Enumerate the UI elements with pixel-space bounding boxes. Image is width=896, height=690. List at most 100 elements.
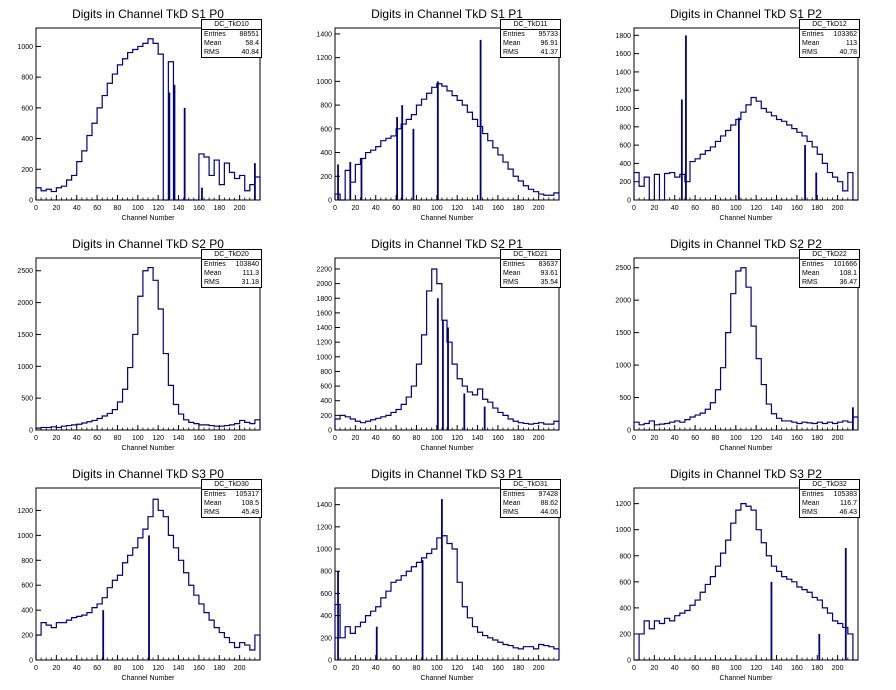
- histogram-line: [35, 498, 261, 660]
- y-tick-label: 1000: [17, 364, 33, 371]
- y-tick-label: 0: [29, 198, 33, 205]
- stats-box: DC_TkD21 Entries 83637 Mean 93.61 RMS 35.54: [500, 249, 561, 288]
- x-tick-label: 160: [193, 435, 205, 442]
- x-tick-label: 40: [73, 205, 81, 212]
- x-tick-label: 80: [114, 205, 122, 212]
- x-tick-label: 200: [533, 665, 545, 672]
- y-tick-label: 1800: [615, 33, 631, 40]
- x-axis-label: Channel Number: [421, 675, 475, 682]
- x-tick-label: 40: [671, 665, 679, 672]
- stats-box: DC_TkD30 Entries 105317 Mean 108.5 RMS 45.49: [201, 479, 262, 518]
- stat-label: RMS: [204, 509, 220, 516]
- x-axis-label: Channel Number: [122, 675, 176, 682]
- y-tick-label: 1500: [615, 330, 631, 337]
- x-tick-label: 60: [691, 665, 699, 672]
- x-tick-label: 0: [333, 665, 337, 672]
- x-tick-label: 0: [632, 435, 636, 442]
- x-tick-label: 40: [73, 665, 81, 672]
- x-tick-label: 180: [811, 665, 823, 672]
- stat-value: 35.54: [540, 279, 558, 286]
- stats-box: DC_TkD10 Entries 88551 Mean 58.4 RMS 40.84: [201, 19, 262, 58]
- stat-value: 95733: [538, 31, 558, 38]
- x-tick-label: 0: [34, 665, 38, 672]
- y-tick-label: 200: [21, 167, 33, 174]
- stats-box: DC_TkD20 Entries 103840 Mean 111.3 RMS 31.18: [201, 249, 262, 288]
- x-tick-label: 20: [52, 205, 60, 212]
- chart-title: Digits in Channel TkD S2 P0: [72, 237, 224, 251]
- stats-rms: RMS 41.37: [501, 48, 560, 57]
- stat-label: Mean: [802, 500, 820, 507]
- stats-entries: Entries 103840: [202, 260, 261, 269]
- y-tick-label: 400: [619, 161, 631, 168]
- y-tick-label: 800: [21, 558, 33, 565]
- stat-value: 44.06: [540, 509, 558, 516]
- stat-value: 40.78: [839, 49, 857, 56]
- x-axis-label: Channel Number: [122, 215, 176, 222]
- histogram-plot: 0 20 40 60 80 100 120 140 160 180 200 0 200 400 600 800…: [316, 27, 560, 222]
- y-tick-label: 1400: [615, 69, 631, 76]
- stat-value: 31.18: [241, 279, 259, 286]
- y-tick-label: 2000: [17, 300, 33, 307]
- stats-mean: Mean 108.1: [800, 269, 859, 278]
- x-tick-label: 0: [333, 205, 337, 212]
- x-tick-label: 140: [771, 205, 783, 212]
- x-axis-label: Channel Number: [421, 215, 475, 222]
- stat-value: 108.5: [241, 500, 259, 507]
- x-tick-label: 160: [492, 205, 504, 212]
- stats-entries: Entries 101666: [800, 260, 859, 269]
- y-tick-label: 500: [619, 395, 631, 402]
- stat-label: RMS: [802, 49, 818, 56]
- x-tick-label: 40: [372, 435, 380, 442]
- histogram-plot: 0 20 40 60 80 100 120 140 160 180 200 0 200 400 600 800…: [316, 487, 560, 682]
- x-tick-label: 120: [750, 435, 762, 442]
- x-tick-label: 40: [671, 435, 679, 442]
- y-tick-label: 200: [21, 633, 33, 640]
- stat-value: 40.84: [241, 49, 259, 56]
- x-tick-label: 120: [451, 665, 463, 672]
- y-tick-label: 400: [320, 398, 332, 405]
- x-axis-label: Channel Number: [122, 445, 176, 452]
- stat-value: 101666: [833, 261, 857, 268]
- stats-rms: RMS 40.78: [800, 48, 859, 57]
- x-tick-label: 160: [791, 665, 803, 672]
- stat-label: Mean: [503, 270, 521, 277]
- x-tick-label: 200: [234, 665, 246, 672]
- stat-label: Entries: [503, 31, 525, 38]
- stats-mean: Mean 88.62: [501, 499, 560, 508]
- x-tick-label: 140: [472, 665, 484, 672]
- x-tick-label: 40: [372, 205, 380, 212]
- x-tick-label: 120: [152, 205, 164, 212]
- y-tick-label: 800: [619, 124, 631, 131]
- histogram-line: [334, 83, 560, 201]
- x-tick-label: 20: [650, 205, 658, 212]
- histogram-panel: Digits in Channel TkD S1 P1 0 20 40 60 80 100 1…: [299, 0, 598, 230]
- stats-rms: RMS 31.18: [202, 278, 261, 287]
- stat-label: Entries: [802, 31, 824, 38]
- histogram-panel: Digits in Channel TkD S3 P0 0 20 40 60 80 100 1…: [0, 460, 299, 690]
- stats-entries: Entries 105383: [800, 490, 859, 499]
- histogram-plot: 0 20 40 60 80 100 120 140 160 180 200 0 200 400 600 800…: [17, 27, 261, 222]
- y-tick-label: 2200: [316, 266, 332, 273]
- y-tick-label: 2500: [615, 265, 631, 272]
- stat-value: 88.62: [540, 500, 558, 507]
- histogram-panel: Digits in Channel TkD S2 P1 0 20 40 60 80 100 1…: [299, 230, 598, 460]
- y-tick-label: 400: [320, 613, 332, 620]
- x-tick-label: 180: [213, 435, 225, 442]
- histogram-line: [35, 266, 261, 430]
- stat-value: 46.43: [839, 509, 857, 516]
- y-tick-label: 400: [320, 150, 332, 157]
- stat-label: Entries: [204, 31, 226, 38]
- x-tick-label: 180: [512, 205, 524, 212]
- stats-title: DC_TkD31: [501, 480, 560, 490]
- x-tick-label: 160: [193, 665, 205, 672]
- chart-title: Digits in Channel TkD S1 P2: [670, 7, 822, 21]
- x-axis-label: Channel Number: [421, 445, 475, 452]
- histogram-line: [35, 38, 261, 201]
- y-tick-label: 400: [21, 136, 33, 143]
- x-tick-label: 100: [730, 435, 742, 442]
- x-tick-label: 180: [213, 205, 225, 212]
- x-tick-label: 80: [114, 665, 122, 672]
- y-tick-label: 1000: [615, 106, 631, 113]
- histogram-line: [334, 535, 560, 660]
- stat-value: 103362: [833, 31, 857, 38]
